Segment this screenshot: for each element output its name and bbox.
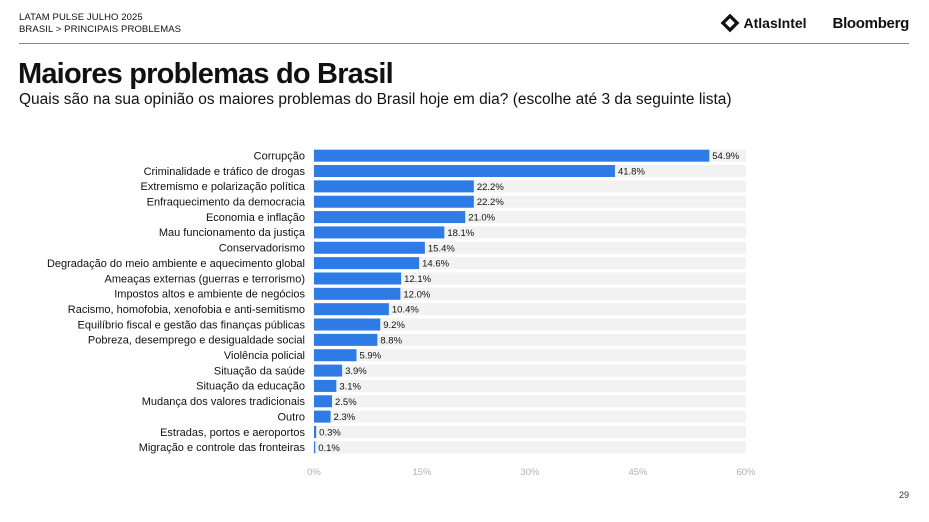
bar <box>314 318 381 331</box>
bar <box>314 441 316 454</box>
category-label: Conservadorismo <box>219 243 305 255</box>
category-label: Situação da saúde <box>214 365 305 377</box>
x-tick-label: 15% <box>412 467 432 478</box>
row-background <box>314 379 746 392</box>
row-background <box>314 395 746 408</box>
row-background <box>314 410 746 423</box>
data-label: 8.8% <box>380 335 402 346</box>
page-subtitle: Quais são na sua opinião os maiores prob… <box>19 91 732 108</box>
page-number: 29 <box>898 490 909 500</box>
category-label: Racismo, homofobia, xenofobia e anti-sem… <box>68 304 305 316</box>
bar-chart: Corrupção 54.9% Criminalidade e tráfico de… <box>47 149 756 478</box>
data-label: 22.2% <box>477 197 504 208</box>
data-label: 3.1% <box>339 381 361 392</box>
category-label: Violência policial <box>224 350 305 362</box>
data-label: 0.3% <box>319 427 341 438</box>
logo-bar: AtlasIntel Bloomberg <box>720 12 909 34</box>
bar <box>314 379 337 392</box>
bar <box>314 410 331 423</box>
category-label: Corrupção <box>254 150 305 162</box>
data-label: 2.3% <box>334 412 356 423</box>
category-label: Degradação do meio ambiente e aqueciment… <box>47 258 305 270</box>
data-label: 2.5% <box>335 397 357 408</box>
bar <box>314 272 402 285</box>
report-header: LATAM PULSE JULHO 2025 BRASIL > PRINCIPA… <box>19 12 181 36</box>
x-tick-label: 45% <box>628 467 648 478</box>
row-background <box>314 333 746 346</box>
category-label: Migração e controle das fronteiras <box>139 442 306 454</box>
data-label: 10.4% <box>392 305 419 316</box>
bar <box>314 303 389 316</box>
bloomberg-logo: Bloomberg <box>832 14 910 32</box>
x-tick-label: 30% <box>520 467 540 478</box>
category-label: Situação da educação <box>196 381 305 393</box>
category-label: Impostos altos e ambiente de negócios <box>114 289 305 301</box>
bar <box>314 211 466 224</box>
data-label: 18.1% <box>447 228 474 239</box>
row-background <box>314 318 746 331</box>
data-label: 21.0% <box>468 213 495 224</box>
row-background <box>314 272 746 285</box>
row-background <box>314 257 746 270</box>
data-label: 0.1% <box>318 443 340 454</box>
bar <box>314 165 615 178</box>
atlasintel-logo: AtlasIntel <box>720 13 807 33</box>
category-label: Equilíbrio fiscal e gestão das finanças … <box>78 319 306 331</box>
bar <box>314 287 401 300</box>
category-label: Criminalidade e tráfico de drogas <box>144 166 306 178</box>
row-background <box>314 303 746 316</box>
bar <box>314 395 332 408</box>
category-label: Extremismo e polarização política <box>141 181 306 193</box>
data-label: 9.2% <box>383 320 405 331</box>
data-label: 3.9% <box>345 366 367 377</box>
x-tick-label: 60% <box>736 467 756 478</box>
category-label: Mau funcionamento da justiça <box>159 227 306 239</box>
row-background <box>314 349 746 362</box>
bar <box>314 241 425 254</box>
data-label: 41.8% <box>618 167 645 178</box>
atlas-diamond-icon <box>720 13 739 33</box>
category-label: Ameaças externas (guerras e terrorismo) <box>104 273 305 285</box>
data-label: 12.1% <box>404 274 431 285</box>
data-label: 12.0% <box>403 289 430 300</box>
data-label: 22.2% <box>477 182 504 193</box>
category-label: Estradas, portos e aeroportos <box>160 427 305 439</box>
bar <box>314 149 710 162</box>
bar <box>314 180 474 193</box>
x-tick-label: 0% <box>307 467 321 478</box>
bar <box>314 257 420 270</box>
report-series: LATAM PULSE JULHO 2025 <box>19 12 143 23</box>
bar <box>314 195 474 208</box>
category-label: Pobreza, desemprego e desigualdade socia… <box>88 335 305 347</box>
data-label: 5.9% <box>359 351 381 362</box>
page-title: Maiores problemas do Brasil <box>18 58 394 90</box>
data-label: 14.6% <box>422 259 449 270</box>
row-background <box>314 287 746 300</box>
category-label: Enfraquecimento da democracia <box>147 197 306 209</box>
bar <box>314 226 445 239</box>
category-label: Outro <box>277 411 305 423</box>
category-label: Economia e inflação <box>206 212 305 224</box>
bar <box>314 364 343 377</box>
bar <box>314 349 357 362</box>
breadcrumb: BRASIL > PRINCIPAIS PROBLEMAS <box>19 24 182 35</box>
bar <box>314 333 378 346</box>
category-label: Mudança dos valores tradicionais <box>142 396 306 408</box>
data-label: 15.4% <box>428 243 455 254</box>
row-background <box>314 425 746 438</box>
atlasintel-logo-text: AtlasIntel <box>743 15 807 31</box>
row-background <box>314 364 746 377</box>
header-divider <box>19 43 909 44</box>
data-label: 54.9% <box>712 151 739 162</box>
bar <box>314 425 317 438</box>
row-background <box>314 441 746 454</box>
